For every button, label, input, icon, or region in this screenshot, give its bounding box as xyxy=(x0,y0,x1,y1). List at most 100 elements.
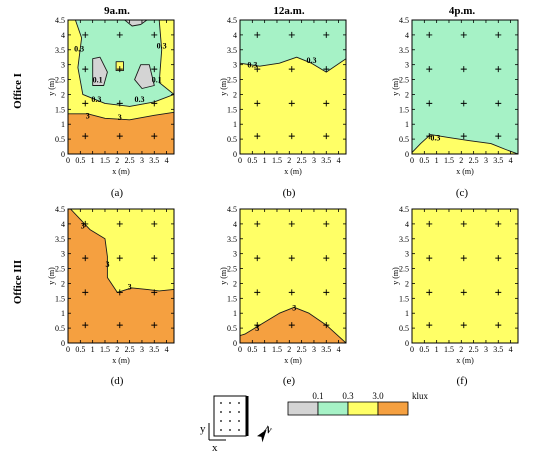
sensor-marker xyxy=(254,66,261,73)
sensor-marker xyxy=(495,31,502,38)
y-tick-label: 3 xyxy=(405,250,409,259)
sensor-marker xyxy=(82,255,89,262)
sensor-marker xyxy=(426,100,433,107)
x-tick-label: 4 xyxy=(337,156,341,165)
x-tick-label: 3 xyxy=(140,156,144,165)
contour-label: 0.3 xyxy=(430,134,440,143)
inset-sensor-dot xyxy=(220,411,222,413)
sensor-marker xyxy=(151,322,158,329)
x-axis-label: x (m) xyxy=(456,167,474,176)
x-tick-label: 3 xyxy=(312,345,316,354)
row-title-office-3: Office III xyxy=(12,260,24,304)
sensor-marker xyxy=(116,100,123,107)
legend-swatch-3 xyxy=(347,401,379,416)
y-tick-label: 2.5 xyxy=(55,76,65,85)
y-tick-label: 3.5 xyxy=(399,235,409,244)
sensor-marker xyxy=(323,220,330,227)
sensor-marker xyxy=(116,220,123,227)
x-tick-label: 0.5 xyxy=(247,156,257,165)
y-tick-label: 4.5 xyxy=(55,205,65,214)
x-tick-label: 4 xyxy=(165,156,169,165)
y-tick-label: 2.5 xyxy=(227,265,237,274)
legend-threshold-0-3: 0.3 xyxy=(342,391,354,401)
plot-area: 33 xyxy=(240,209,346,343)
panel-label-e: (e) xyxy=(283,375,296,387)
sensor-marker xyxy=(426,220,433,227)
x-tick-label: 3 xyxy=(484,345,488,354)
sensor-marker xyxy=(151,220,158,227)
y-tick-label: 1 xyxy=(233,120,237,129)
sensor-marker xyxy=(323,289,330,296)
x-axis-label: x (m) xyxy=(284,167,302,176)
x-tick-label: 2 xyxy=(459,345,463,354)
x-tick-label: 0 xyxy=(238,156,242,165)
y-tick-label: 0.5 xyxy=(399,135,409,144)
panel-d: 3 3 3 0 0.5 1 1.5 2 2.5 3 3.5 4 0 0.5 1 1.5 2 2.5 3 3.5 4 4.5… xyxy=(47,205,175,365)
y-tick-label: 1 xyxy=(61,120,65,129)
panel-label-f: (f) xyxy=(457,375,468,387)
contour-label: 3 xyxy=(128,282,132,291)
sensor-marker xyxy=(254,255,261,262)
y-tick-label: 2.5 xyxy=(399,265,409,274)
isoline-region xyxy=(134,64,155,89)
x-tick-label: 1.5 xyxy=(444,345,454,354)
x-tick-label: 2.5 xyxy=(297,345,307,354)
inset-sensor-dot xyxy=(229,420,231,422)
sensor-marker xyxy=(116,66,123,73)
sensor-marker xyxy=(495,66,502,73)
panel-label-d: (d) xyxy=(111,375,124,387)
contour-label: 0.3 xyxy=(247,61,257,70)
y-tick-label: 0.5 xyxy=(227,135,237,144)
legend-threshold-0-1: 0.1 xyxy=(312,391,323,401)
legend-swatch-2 xyxy=(317,401,349,416)
background-region xyxy=(412,20,518,154)
plot-frame xyxy=(411,19,519,155)
y-tick-label: 1.5 xyxy=(55,105,65,114)
sensor-marker xyxy=(426,66,433,73)
legend-swatch-1 xyxy=(287,401,319,416)
panel-c: 0.3 0 0.5 1 1.5 2 2.5 3 3.5 4 0 0.5 1 1.5 2 2.5 3 3.5 4 4.5… xyxy=(391,16,519,176)
inset-sensor-dot xyxy=(220,420,222,422)
sensor-marker xyxy=(116,133,123,140)
x-tick-label: 2.5 xyxy=(125,345,135,354)
plot-frame xyxy=(239,19,347,155)
y-axis-label: y (m) xyxy=(219,267,228,285)
x-tick-label: 2.5 xyxy=(469,156,479,165)
x-tick-label: 4 xyxy=(165,345,169,354)
y-tick-label: 0.5 xyxy=(399,324,409,333)
y-tick-label: 2.5 xyxy=(227,76,237,85)
y-tick-label: 4.5 xyxy=(55,16,65,25)
x-axis-label: x (m) xyxy=(456,356,474,365)
sensor-marker xyxy=(254,220,261,227)
y-tick-label: 0 xyxy=(405,150,409,159)
sensor-marker xyxy=(323,322,330,329)
inset-sensor-dot xyxy=(229,402,231,404)
y-tick-label: 2 xyxy=(61,90,65,99)
contour-label: 0.1 xyxy=(93,76,103,85)
x-tick-label: 2 xyxy=(115,345,119,354)
sensor-marker xyxy=(288,220,295,227)
x-tick-label: 0 xyxy=(66,156,70,165)
sensor-marker xyxy=(495,133,502,140)
x-tick-label: 4 xyxy=(337,345,341,354)
y-tick-label: 1.5 xyxy=(55,294,65,303)
sensor-marker xyxy=(151,133,158,140)
x-tick-label: 1 xyxy=(435,156,439,165)
y-tick-label: 3 xyxy=(61,250,65,259)
isoline-region xyxy=(124,20,148,27)
contour-label: 0.3 xyxy=(74,44,84,53)
y-tick-label: 4 xyxy=(405,220,409,229)
y-tick-label: 2 xyxy=(405,90,409,99)
sensor-marker xyxy=(116,322,123,329)
sensor-marker xyxy=(426,255,433,262)
sensor-marker xyxy=(82,220,89,227)
sensor-marker xyxy=(323,31,330,38)
y-tick-label: 2.5 xyxy=(399,76,409,85)
contour-label: 0.3 xyxy=(134,95,144,104)
y-tick-label: 1.5 xyxy=(227,105,237,114)
inset-sensor-dot xyxy=(238,420,240,422)
sensor-marker xyxy=(116,31,123,38)
x-tick-label: 1.5 xyxy=(100,156,110,165)
y-tick-label: 1 xyxy=(61,309,65,318)
